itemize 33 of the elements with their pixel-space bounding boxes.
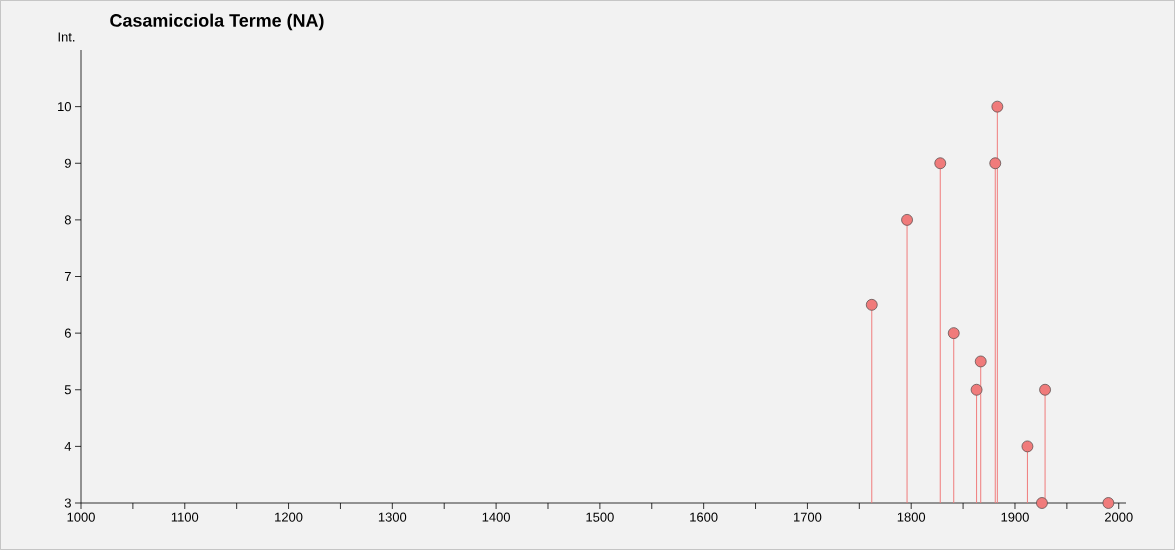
point — [901, 214, 913, 226]
x-tick-label: 1700 — [794, 512, 822, 522]
x-tick-label: 1400 — [482, 512, 510, 522]
point — [1039, 383, 1051, 396]
y-tick-label: 5 — [64, 385, 71, 395]
y-tick-label: 4 — [64, 441, 72, 451]
y-tick-label: 3 — [64, 498, 71, 508]
y-axis-title: Int. — [58, 32, 75, 42]
x-tick-label: 1500 — [586, 512, 614, 522]
point — [934, 157, 947, 170]
x-tick-label: 1200 — [275, 512, 303, 522]
y-tick-label: 6 — [64, 328, 71, 338]
chart-title: Casamicciola Terme (NA) — [110, 13, 324, 31]
x-tick-label: 1100 — [171, 512, 199, 522]
x-tick-label: 1900 — [1001, 512, 1029, 522]
point — [989, 157, 1002, 170]
y-tick-label: 10 — [58, 102, 71, 112]
point — [865, 298, 878, 311]
x-tick-label: 1600 — [690, 512, 718, 522]
point — [1036, 497, 1048, 509]
y-tick-label: 7 — [64, 272, 71, 281]
point — [1021, 440, 1034, 453]
y-tick-label: 9 — [64, 158, 71, 168]
point — [970, 383, 983, 396]
point — [1102, 497, 1115, 509]
x-tick-label: 2000 — [1105, 512, 1133, 522]
x-tick-label: 1800 — [897, 512, 926, 522]
point — [974, 355, 987, 368]
y-tick-label: 8 — [64, 215, 71, 225]
x-tick-label: 1300 — [378, 512, 407, 522]
point — [947, 327, 960, 339]
point — [991, 100, 1004, 113]
x-tick-label: 1000 — [67, 512, 95, 522]
